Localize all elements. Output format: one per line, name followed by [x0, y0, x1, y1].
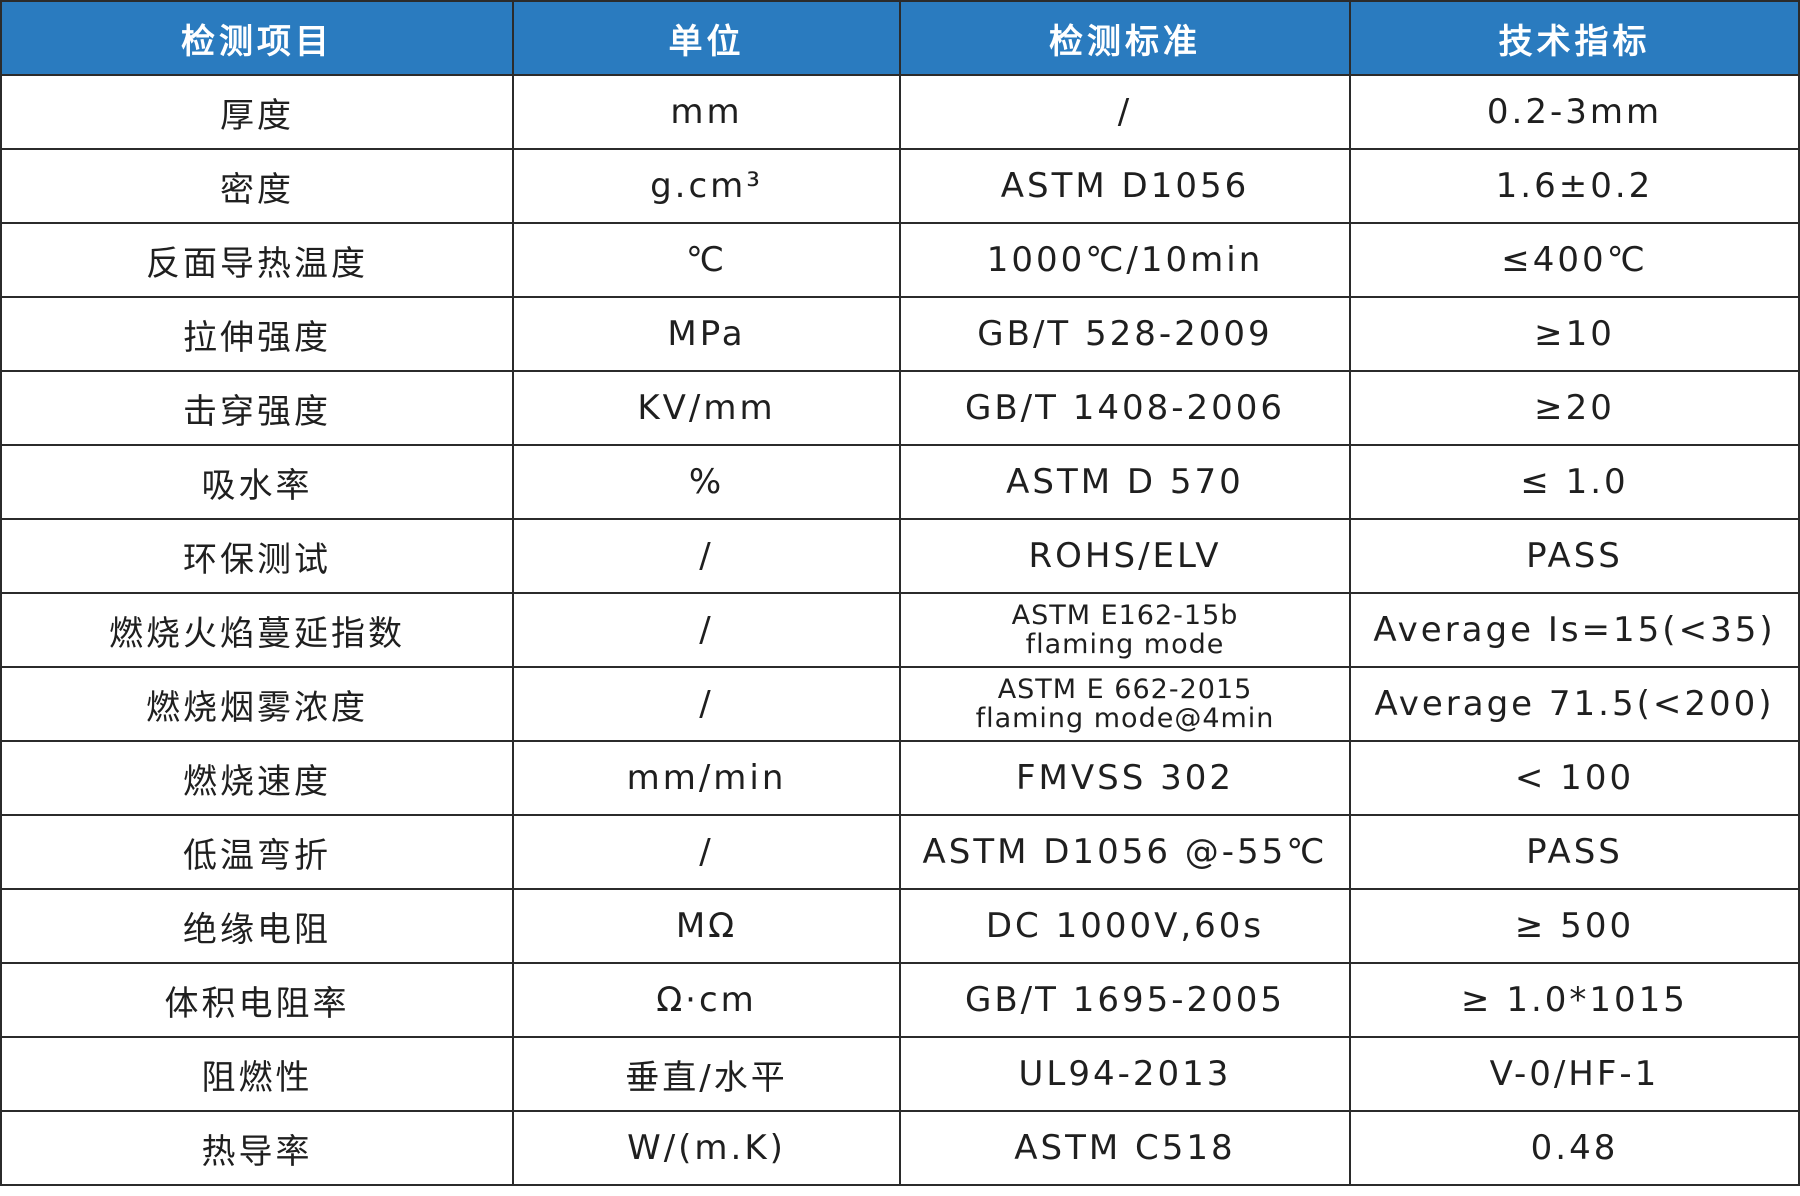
header-item: 检测项目 — [0, 0, 514, 76]
table-row: 环保测试 / ROHS/ELV PASS — [0, 518, 1800, 594]
cell-standard: GB/T 528-2009 — [899, 296, 1351, 372]
table-row: 厚度 mm / 0.2-3mm — [0, 74, 1800, 150]
cell-item: 吸水率 — [0, 444, 514, 520]
standard-line: ASTM E 662-2015 — [997, 674, 1253, 705]
cell-standard: 1000℃/10min — [899, 222, 1351, 298]
table-row: 燃烧烟雾浓度 / ASTM E 662-2015 flaming mode@4min A… — [0, 666, 1800, 742]
cell-item: 体积电阻率 — [0, 962, 514, 1038]
cell-item: 厚度 — [0, 74, 514, 150]
table-row: 绝缘电阻 MΩ DC 1000V,60s ≥ 500 — [0, 888, 1800, 964]
cell-spec: Average 71.5(<200) — [1349, 666, 1800, 742]
cell-standard: ASTM E162-15b flaming mode — [899, 592, 1351, 668]
header-unit: 单位 — [512, 0, 901, 76]
cell-item: 密度 — [0, 148, 514, 224]
cell-spec: V-0/HF-1 — [1349, 1036, 1800, 1112]
standard-line: 1000℃/10min — [986, 240, 1264, 280]
table-row: 体积电阻率 Ω·cm GB/T 1695-2005 ≥ 1.0*1015 — [0, 962, 1800, 1038]
cell-unit: MPa — [512, 296, 901, 372]
cell-standard: ASTM D1056 — [899, 148, 1351, 224]
cell-spec: ≥ 1.0*1015 — [1349, 962, 1800, 1038]
cell-item: 反面导热温度 — [0, 222, 514, 298]
cell-spec: < 100 — [1349, 740, 1800, 816]
standard-line: ASTM D 570 — [1006, 462, 1244, 502]
standard-line: UL94-2013 — [1018, 1054, 1232, 1094]
cell-item: 拉伸强度 — [0, 296, 514, 372]
standard-line: / — [1117, 92, 1133, 132]
cell-unit: Ω·cm — [512, 962, 901, 1038]
cell-standard: ASTM D 570 — [899, 444, 1351, 520]
table-row: 吸水率% ASTM D 570 ≤ 1.0 — [0, 444, 1800, 520]
standard-line: GB/T 528-2009 — [977, 314, 1273, 354]
cell-unit: MΩ — [512, 888, 901, 964]
cell-spec: ≥ 500 — [1349, 888, 1800, 964]
standard-line: GB/T 1695-2005 — [964, 980, 1286, 1020]
table-row: 燃烧速度 mm/min FMVSS 302 < 100 — [0, 740, 1800, 816]
cell-unit: ℃ — [512, 222, 901, 298]
cell-unit: / — [512, 814, 901, 890]
table-row: 击穿强度 KV/mm GB/T 1408-2006 ≥20 — [0, 370, 1800, 446]
cell-unit: 垂直/水平 — [512, 1036, 901, 1112]
standard-line: ASTM E162-15b — [1011, 600, 1239, 631]
cell-unit: / — [512, 666, 901, 742]
table-row: 阻燃性 垂直/水平 UL94-2013 V-0/HF-1 — [0, 1036, 1800, 1112]
cell-standard: ASTM E 662-2015 flaming mode@4min — [899, 666, 1351, 742]
table-row: 燃烧火焰蔓延指数 / ASTM E162-15b flaming mode Averag… — [0, 592, 1800, 668]
cell-item: 环保测试 — [0, 518, 514, 594]
cell-spec: Average Is=15(<35) — [1349, 592, 1800, 668]
cell-unit: KV/mm — [512, 370, 901, 446]
header-spec: 技术指标 — [1349, 0, 1800, 76]
cell-unit: / — [512, 518, 901, 594]
cell-item: 阻燃性 — [0, 1036, 514, 1112]
cell-standard: ASTM C518 — [899, 1110, 1351, 1186]
cell-standard: DC 1000V,60s — [899, 888, 1351, 964]
table-row: 低温弯折 / ASTM D1056 @-55℃ PASS — [0, 814, 1800, 890]
cell-spec: 1.6±0.2 — [1349, 148, 1800, 224]
table-row: 反面导热温度 ℃ 1000℃/10min ≤400℃ — [0, 222, 1800, 298]
standard-line: flaming mode@4min — [975, 703, 1275, 734]
cell-standard: / — [899, 74, 1351, 150]
cell-standard: ASTM D1056 @-55℃ — [899, 814, 1351, 890]
table-header-row: 检测项目 单位 检测标准 技术指标 — [0, 0, 1800, 76]
cell-spec: ≥20 — [1349, 370, 1800, 446]
cell-standard: FMVSS 302 — [899, 740, 1351, 816]
table-row: 拉伸强度 MPa GB/T 528-2009 ≥10 — [0, 296, 1800, 372]
cell-unit: / — [512, 592, 901, 668]
cell-item: 热导率 — [0, 1110, 514, 1186]
cell-standard: GB/T 1695-2005 — [899, 962, 1351, 1038]
cell-unit: % — [512, 444, 901, 520]
table-row: 密度 g.cm³ ASTM D1056 1.6±0.2 — [0, 148, 1800, 224]
cell-unit: g.cm³ — [512, 148, 901, 224]
table-row: 热导率 W/(m.K) ASTM C518 0.48 — [0, 1110, 1800, 1186]
standard-line: flaming mode — [1025, 629, 1225, 660]
cell-item: 燃烧火焰蔓延指数 — [0, 592, 514, 668]
cell-standard: UL94-2013 — [899, 1036, 1351, 1112]
cell-spec: ≥10 — [1349, 296, 1800, 372]
cell-spec: PASS — [1349, 518, 1800, 594]
cell-spec: PASS — [1349, 814, 1800, 890]
cell-item: 燃烧烟雾浓度 — [0, 666, 514, 742]
cell-unit: W/(m.K) — [512, 1110, 901, 1186]
standard-line: ASTM D1056 — [1000, 166, 1250, 206]
standard-line: FMVSS 302 — [1015, 758, 1235, 798]
cell-unit: mm — [512, 74, 901, 150]
cell-item: 低温弯折 — [0, 814, 514, 890]
standard-line: ASTM D1056 @-55℃ — [922, 832, 1328, 872]
cell-spec: ≤ 1.0 — [1349, 444, 1800, 520]
cell-spec: 0.48 — [1349, 1110, 1800, 1186]
cell-spec: ≤400℃ — [1349, 222, 1800, 298]
standard-line: GB/T 1408-2006 — [964, 388, 1286, 428]
cell-item: 燃烧速度 — [0, 740, 514, 816]
cell-unit: mm/min — [512, 740, 901, 816]
cell-spec: 0.2-3mm — [1349, 74, 1800, 150]
standard-line: ROHS/ELV — [1028, 536, 1222, 576]
header-standard: 检测标准 — [899, 0, 1351, 76]
cell-item: 击穿强度 — [0, 370, 514, 446]
cell-standard: ROHS/ELV — [899, 518, 1351, 594]
standard-line: DC 1000V,60s — [985, 906, 1265, 946]
standard-line: ASTM C518 — [1014, 1128, 1236, 1168]
cell-standard: GB/T 1408-2006 — [899, 370, 1351, 446]
cell-item: 绝缘电阻 — [0, 888, 514, 964]
